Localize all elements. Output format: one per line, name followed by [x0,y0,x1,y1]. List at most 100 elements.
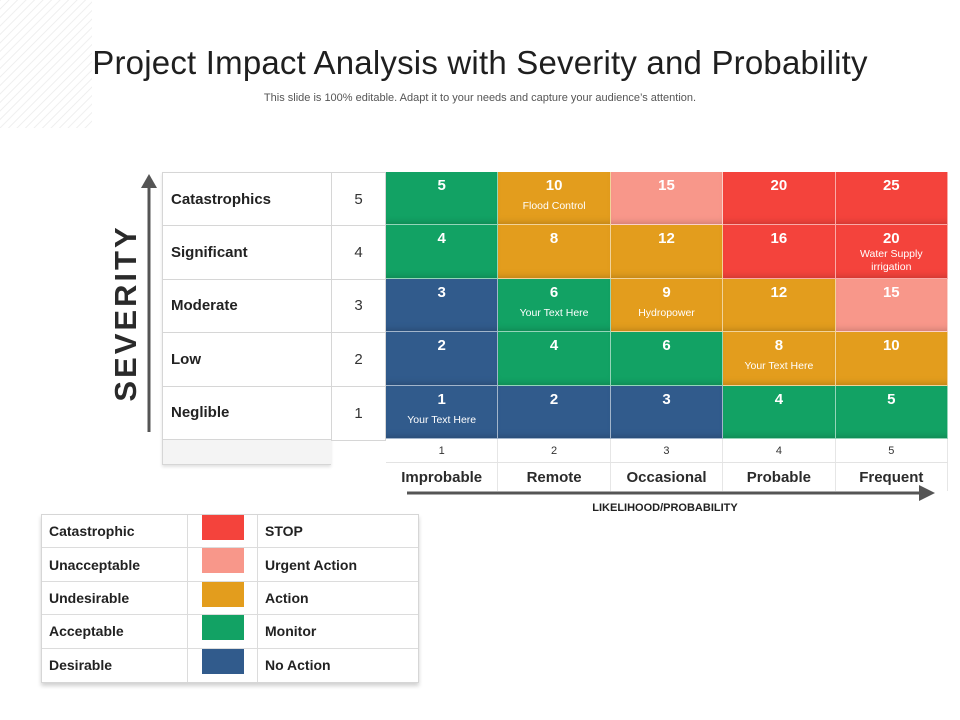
matrix-cell: 16 [723,225,836,279]
cell-value: 4 [437,230,446,248]
severity-row-value: 2 [332,333,385,387]
cell-value: 10 [545,177,563,194]
matrix-cell: 10 Flood Control [498,172,611,226]
severity-row-values: 5 4 3 2 1 [331,172,386,441]
likelihood-category: Remote [498,463,611,491]
likelihood-axis-title: LIKELIHOOD/PROBABILITY [592,502,738,514]
matrix-cell: 8 [498,225,611,279]
legend-action: No Action [265,657,331,674]
matrix-cell: 4 [386,225,499,279]
matrix-cell: 12 [610,225,724,279]
cell-value: 6 [549,283,559,301]
cell-value: 10 [882,337,900,355]
likelihood-category: Frequent [836,463,948,491]
cell-value: 12 [770,283,788,301]
likelihood-number: 1 [386,439,499,462]
cell-note: Your Text Here [744,360,814,373]
severity-row-label: Significant [163,226,331,280]
severity-row-label: Low [163,333,331,387]
severity-row-label: Neglible [163,387,331,440]
cell-value: 20 [770,177,788,194]
matrix-cell: 10 [835,332,948,386]
row-label-spacer [163,439,331,464]
likelihood-numbers: 1 2 3 4 5 [386,439,948,463]
matrix-cell: 6 Your Text Here [498,278,611,333]
cell-note: Water Supply irrigation [859,248,923,274]
matrix-cell: 2 [498,385,611,439]
matrix-cell: 1 Your Text Here [386,385,499,439]
severity-row-value: 5 [332,173,385,227]
legend-row: Unacceptable Urgent Action [42,548,418,582]
matrix-cell: 5 [386,172,499,226]
cell-value: 12 [658,230,675,248]
legend-row: Catastrophic STOP [42,515,418,549]
matrix-cell: 12 [723,278,836,333]
matrix-cell: 25 [835,172,948,226]
legend-level: Catastrophic [42,515,188,548]
likelihood-number: 3 [611,439,724,462]
matrix-cell: 2 [386,332,499,386]
severity-row-value: 1 [354,404,363,422]
legend-level: Undesirable [42,581,188,615]
matrix-cell: 8 Your Text Here [723,332,836,386]
cell-value: 15 [658,177,675,194]
legend-action: Monitor [265,623,317,640]
cell-value: 3 [437,283,446,301]
matrix-cell: 20 Water Supply irrigation [835,225,948,279]
cell-note: Flood Control [522,200,586,212]
cell-value: 8 [549,230,559,248]
page-title: Project Impact Analysis with Severity an… [92,44,868,81]
legend-swatch [201,615,244,641]
cell-value: 4 [774,390,784,408]
cell-value: 25 [882,177,900,194]
cell-value: 20 [882,230,900,248]
likelihood-number: 5 [836,439,948,462]
risk-legend: Catastrophic STOP Unacceptable Urgent Ac… [41,514,419,683]
legend-swatch-cell [188,648,258,682]
matrix-cell: 20 [723,172,836,226]
matrix-cell: 4 [723,385,836,439]
cell-value: 1 [437,390,446,408]
legend-swatch-cell [188,615,258,648]
legend-level: Acceptable [42,615,188,648]
page-subtitle: This slide is 100% editable. Adapt it to… [263,92,697,104]
cell-value: 6 [662,337,671,355]
matrix-cell: 15 [610,172,724,226]
matrix-cell: 3 [610,385,724,439]
legend-swatch [201,581,244,607]
cell-value: 8 [774,337,784,355]
legend-row: Desirable No Action [42,648,418,682]
matrix-cell: 9 Hydropower [610,278,724,333]
cell-note: Your Text Here [407,413,477,426]
severity-arrow-icon [141,174,157,432]
cell-value: 5 [437,177,446,194]
legend-row: Acceptable Monitor [42,615,418,649]
legend-swatch [201,648,244,674]
matrix-cell: 4 [498,332,611,386]
legend-swatch-cell [188,515,258,548]
likelihood-arrow-icon [407,485,935,501]
severity-row-labels: Catastrophics Significant Moderate Low N… [162,172,331,465]
legend-swatch [201,548,244,574]
severity-axis-label: SEVERITY [108,224,143,402]
legend-action: Urgent Action [265,556,358,573]
matrix-cell: 5 [835,385,948,439]
likelihood-category: Occasional [611,463,724,491]
severity-row-value: 4 [332,226,385,280]
likelihood-category: Improbable [386,463,499,491]
matrix-cell: 6 [610,332,724,386]
legend-action: STOP [265,523,303,540]
severity-row-label: Catastrophics [163,173,331,227]
likelihood-category: Probable [723,463,836,491]
legend-row: Undesirable Action [42,581,418,616]
likelihood-categories: Improbable Remote Occasional Probable Fr… [386,463,948,491]
risk-matrix: 5 10 Flood Control 15 20 25 4 8 12 16 20 W… [386,172,948,439]
legend-level: Desirable [42,648,188,682]
corner-decoration [0,0,92,128]
cell-value: 2 [437,337,446,355]
legend-swatch [201,515,244,540]
severity-row-value: 3 [332,280,385,334]
cell-value: 4 [549,337,559,355]
cell-value: 3 [662,390,671,408]
severity-row-label: Moderate [163,280,331,334]
